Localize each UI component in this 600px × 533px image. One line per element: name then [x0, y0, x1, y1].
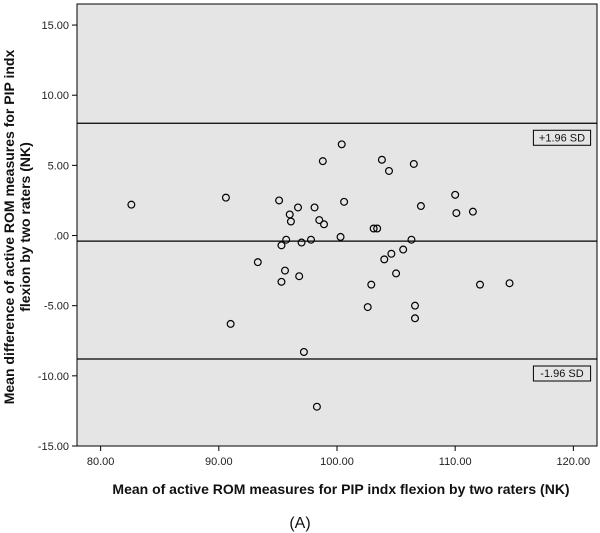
data-point [282, 235, 291, 244]
data-point [373, 224, 382, 233]
data-point [299, 347, 308, 356]
data-point [310, 203, 319, 212]
data-point [286, 217, 295, 226]
x-tick-label: 110.00 [439, 456, 472, 468]
y-tick-label: -10.00 [38, 371, 69, 383]
data-point [385, 166, 394, 175]
data-point [411, 301, 420, 310]
reference-line-label: -1.96 SD [540, 368, 583, 380]
data-point [363, 303, 372, 312]
x-tick-label: 90.00 [205, 456, 233, 468]
data-point [380, 255, 389, 264]
x-tick-label: 120.00 [557, 456, 591, 468]
data-point [468, 207, 477, 216]
y-tick-label: 15.00 [41, 20, 69, 32]
reference-line-label: +1.96 SD [539, 132, 585, 144]
x-tick-label: 100.00 [320, 456, 354, 468]
reference-lines: +1.96 SD -1.96 SD [77, 122, 597, 382]
data-point [336, 232, 345, 241]
data-point [297, 238, 306, 247]
data-point [369, 224, 378, 233]
data-point [294, 203, 303, 212]
data-point [377, 155, 386, 164]
data-point [387, 249, 396, 258]
y-tick-label: -5.00 [44, 301, 69, 313]
data-point [409, 159, 418, 168]
x-axis-title: Mean of active ROM measures for PIP indx… [112, 481, 569, 497]
data-point [407, 235, 416, 244]
data-point [281, 266, 290, 275]
x-tick-label: 80.00 [87, 456, 115, 468]
reference-label-box [532, 129, 592, 146]
data-point [312, 402, 321, 411]
data-point [318, 157, 327, 166]
data-point [320, 220, 329, 229]
data-point [476, 280, 485, 289]
data-point [337, 140, 346, 149]
data-point [127, 200, 136, 209]
data-point [452, 209, 461, 218]
data-point [277, 277, 286, 286]
data-point [416, 202, 425, 211]
data-point [411, 314, 420, 323]
data-point [340, 197, 349, 206]
data-point [221, 193, 230, 202]
y-tick-label: .00 [54, 231, 69, 243]
data-points [127, 140, 514, 411]
figure-caption: (A) [289, 515, 310, 532]
y-axis-title-line-1: Mean difference of active ROM measures f… [1, 50, 17, 405]
reference-label-box [532, 365, 592, 382]
data-point [367, 280, 376, 289]
data-point [277, 241, 286, 250]
y-axis-title-line-2: flexion by two raters (NK) [17, 142, 33, 312]
y-axis: -15.00 -10.00 -5.00 .00 5.00 10.00 15.00 [38, 20, 77, 453]
data-point [275, 196, 284, 205]
data-point [226, 319, 235, 328]
data-point [451, 190, 460, 199]
data-point [295, 272, 304, 281]
data-point [253, 258, 262, 267]
plot-area [76, 3, 598, 447]
data-point [399, 245, 408, 254]
y-tick-label: 5.00 [48, 160, 69, 172]
y-tick-label: 10.00 [41, 90, 69, 102]
x-axis: 80.00 90.00 100.00 110.00 120.00 [87, 446, 590, 468]
y-tick-label: -15.00 [38, 441, 69, 453]
data-point [307, 235, 316, 244]
data-point [392, 269, 401, 278]
data-point [315, 216, 324, 225]
data-point [505, 279, 514, 288]
